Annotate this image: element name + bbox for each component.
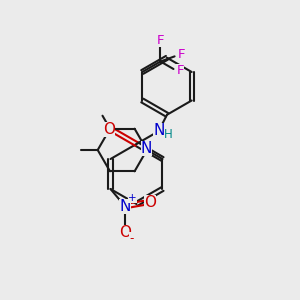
Text: N: N (141, 141, 152, 156)
Text: O: O (144, 195, 156, 210)
Text: H: H (164, 128, 172, 141)
Text: F: F (157, 34, 164, 47)
Text: N: N (119, 199, 131, 214)
Text: O: O (103, 122, 115, 137)
Text: F: F (176, 64, 184, 77)
Text: F: F (177, 48, 185, 62)
Text: N: N (154, 122, 165, 137)
Text: O: O (119, 225, 131, 240)
Text: -: - (129, 232, 134, 245)
Text: +: + (128, 193, 137, 203)
